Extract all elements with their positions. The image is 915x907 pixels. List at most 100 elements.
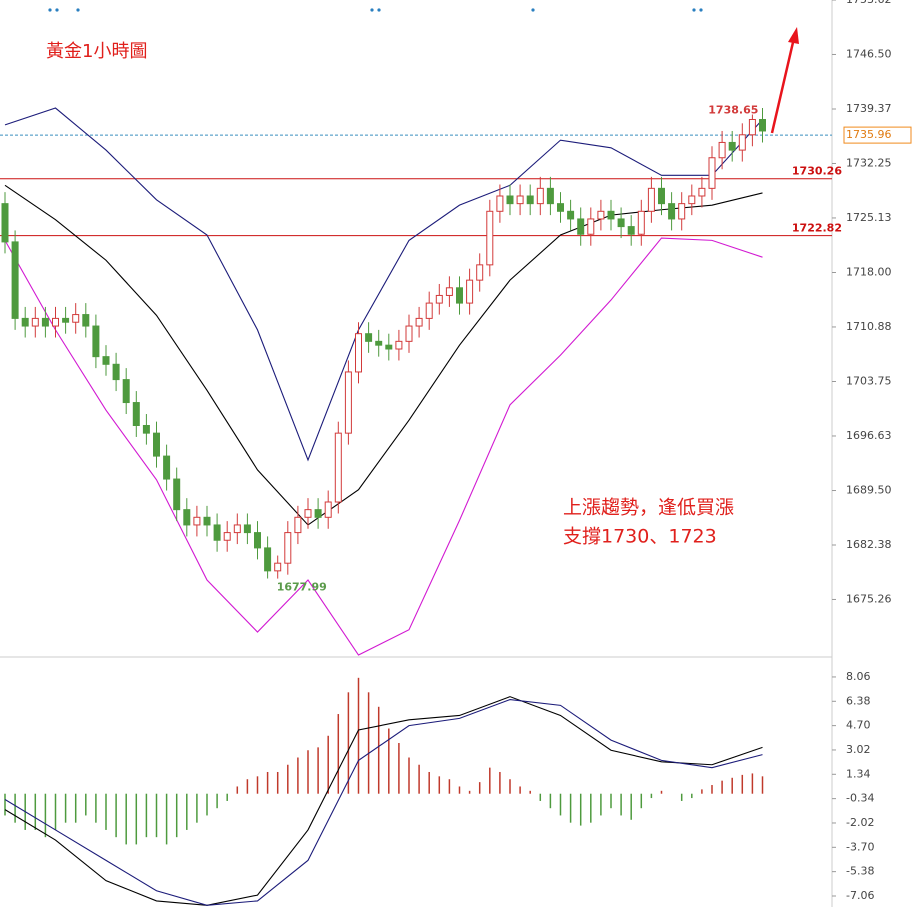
candle-body: [334, 432, 342, 503]
candle-body: [678, 203, 686, 220]
candle-body: [274, 562, 282, 572]
y-tick-label: 1746.50: [846, 47, 892, 60]
candle-body: [132, 402, 140, 426]
candle-body: [153, 432, 160, 457]
y-tick-label: 4.70: [846, 719, 871, 732]
chart-title: 黃金1小時圖: [46, 41, 147, 62]
candle-body: [415, 317, 423, 327]
candle-body: [759, 118, 766, 132]
candle-body: [506, 195, 514, 205]
candle-body: [243, 524, 251, 534]
y-tick-label: 1682.38: [846, 538, 892, 551]
candle-body: [597, 210, 605, 220]
candle-body: [708, 157, 716, 189]
candle-body: [193, 516, 201, 526]
candle-body: [466, 279, 474, 304]
candle-body: [718, 141, 726, 159]
candle-body: [526, 195, 534, 205]
y-tick-label: -5.38: [846, 865, 874, 878]
y-tick-label: 1675.26: [846, 592, 892, 605]
candle-body: [284, 532, 292, 564]
candle-body: [314, 509, 322, 518]
candle-body: [647, 187, 655, 212]
candle-body: [486, 210, 494, 266]
candle-body: [122, 379, 130, 404]
candle-body: [72, 314, 80, 323]
candle-body: [365, 333, 373, 342]
y-tick-label: 1689.50: [846, 484, 892, 497]
candle-body: [698, 187, 706, 197]
candle-body: [223, 532, 231, 541]
high-label: 1738.65: [708, 104, 758, 117]
y-tick-label: 1725.13: [846, 211, 892, 224]
candle-body: [587, 218, 595, 235]
candle-body: [496, 195, 504, 212]
y-tick-label: 1718.00: [846, 265, 892, 278]
top-markers: [48, 8, 703, 12]
candle-body: [688, 195, 696, 205]
candle-body: [445, 287, 453, 296]
series-line: [4, 237, 763, 656]
y-tick-label: -2.02: [846, 816, 874, 829]
candle-body: [62, 317, 70, 323]
series-line: [4, 696, 763, 906]
candle-body: [546, 187, 554, 205]
candle-body: [658, 187, 665, 205]
candle-body: [21, 317, 29, 327]
series-line: [4, 698, 763, 906]
candle-body: [31, 317, 39, 327]
candle-body: [435, 294, 443, 304]
candle-body: [112, 363, 120, 381]
y-tick-label: 8.06: [846, 670, 871, 683]
candle-body: [102, 356, 110, 365]
candle-body: [163, 455, 171, 480]
candle-body: [52, 317, 59, 327]
candle-body: [567, 210, 575, 220]
candle-body: [557, 203, 564, 212]
candle-body: [203, 516, 211, 526]
y-tick-label: 1739.37: [846, 102, 892, 115]
candle-body: [405, 325, 413, 342]
candle-body: [456, 287, 463, 304]
candle-body: [668, 203, 676, 220]
candle-body: [607, 210, 615, 220]
trend-arrow: [770, 27, 799, 134]
y-tick-label: -7.06: [846, 889, 874, 902]
candle-body: [173, 478, 181, 511]
y-tick-label: -3.70: [846, 840, 874, 853]
candle-body: [294, 516, 302, 534]
candle-body: [425, 302, 433, 319]
candle-body: [213, 524, 221, 541]
low-label: 1677.99: [277, 581, 327, 594]
last-price-label: 1735.96: [846, 128, 892, 141]
annotation: 上漲趨勢，逢低買漲: [563, 497, 734, 519]
series-line: [4, 107, 763, 462]
candle-body: [395, 340, 403, 350]
candle-body: [92, 325, 100, 358]
candle-body: [324, 501, 332, 518]
candle-body: [264, 547, 272, 572]
candle-body: [738, 134, 746, 151]
candle-body: [748, 118, 756, 136]
candle-body: [617, 218, 625, 228]
candle-body: [627, 226, 635, 235]
candle-body: [304, 509, 312, 518]
candle-body: [355, 333, 362, 373]
annotation: 支撐1730、1723: [563, 526, 717, 548]
candle-body: [1, 203, 9, 243]
candle-body: [142, 424, 150, 434]
candle-body: [82, 314, 90, 327]
candle-body: [637, 210, 645, 235]
level-label: 1730.26: [792, 165, 842, 178]
series-line: [4, 184, 763, 526]
candle-body: [183, 509, 191, 526]
y-tick-label: 1753.62: [846, 0, 892, 6]
candle-body: [344, 371, 352, 434]
candle-body: [516, 195, 524, 205]
candle-body: [536, 187, 544, 205]
candle-body: [41, 317, 49, 327]
candle-body: [728, 141, 736, 151]
y-tick-label: 1710.88: [846, 320, 892, 333]
candle-body: [476, 264, 484, 281]
